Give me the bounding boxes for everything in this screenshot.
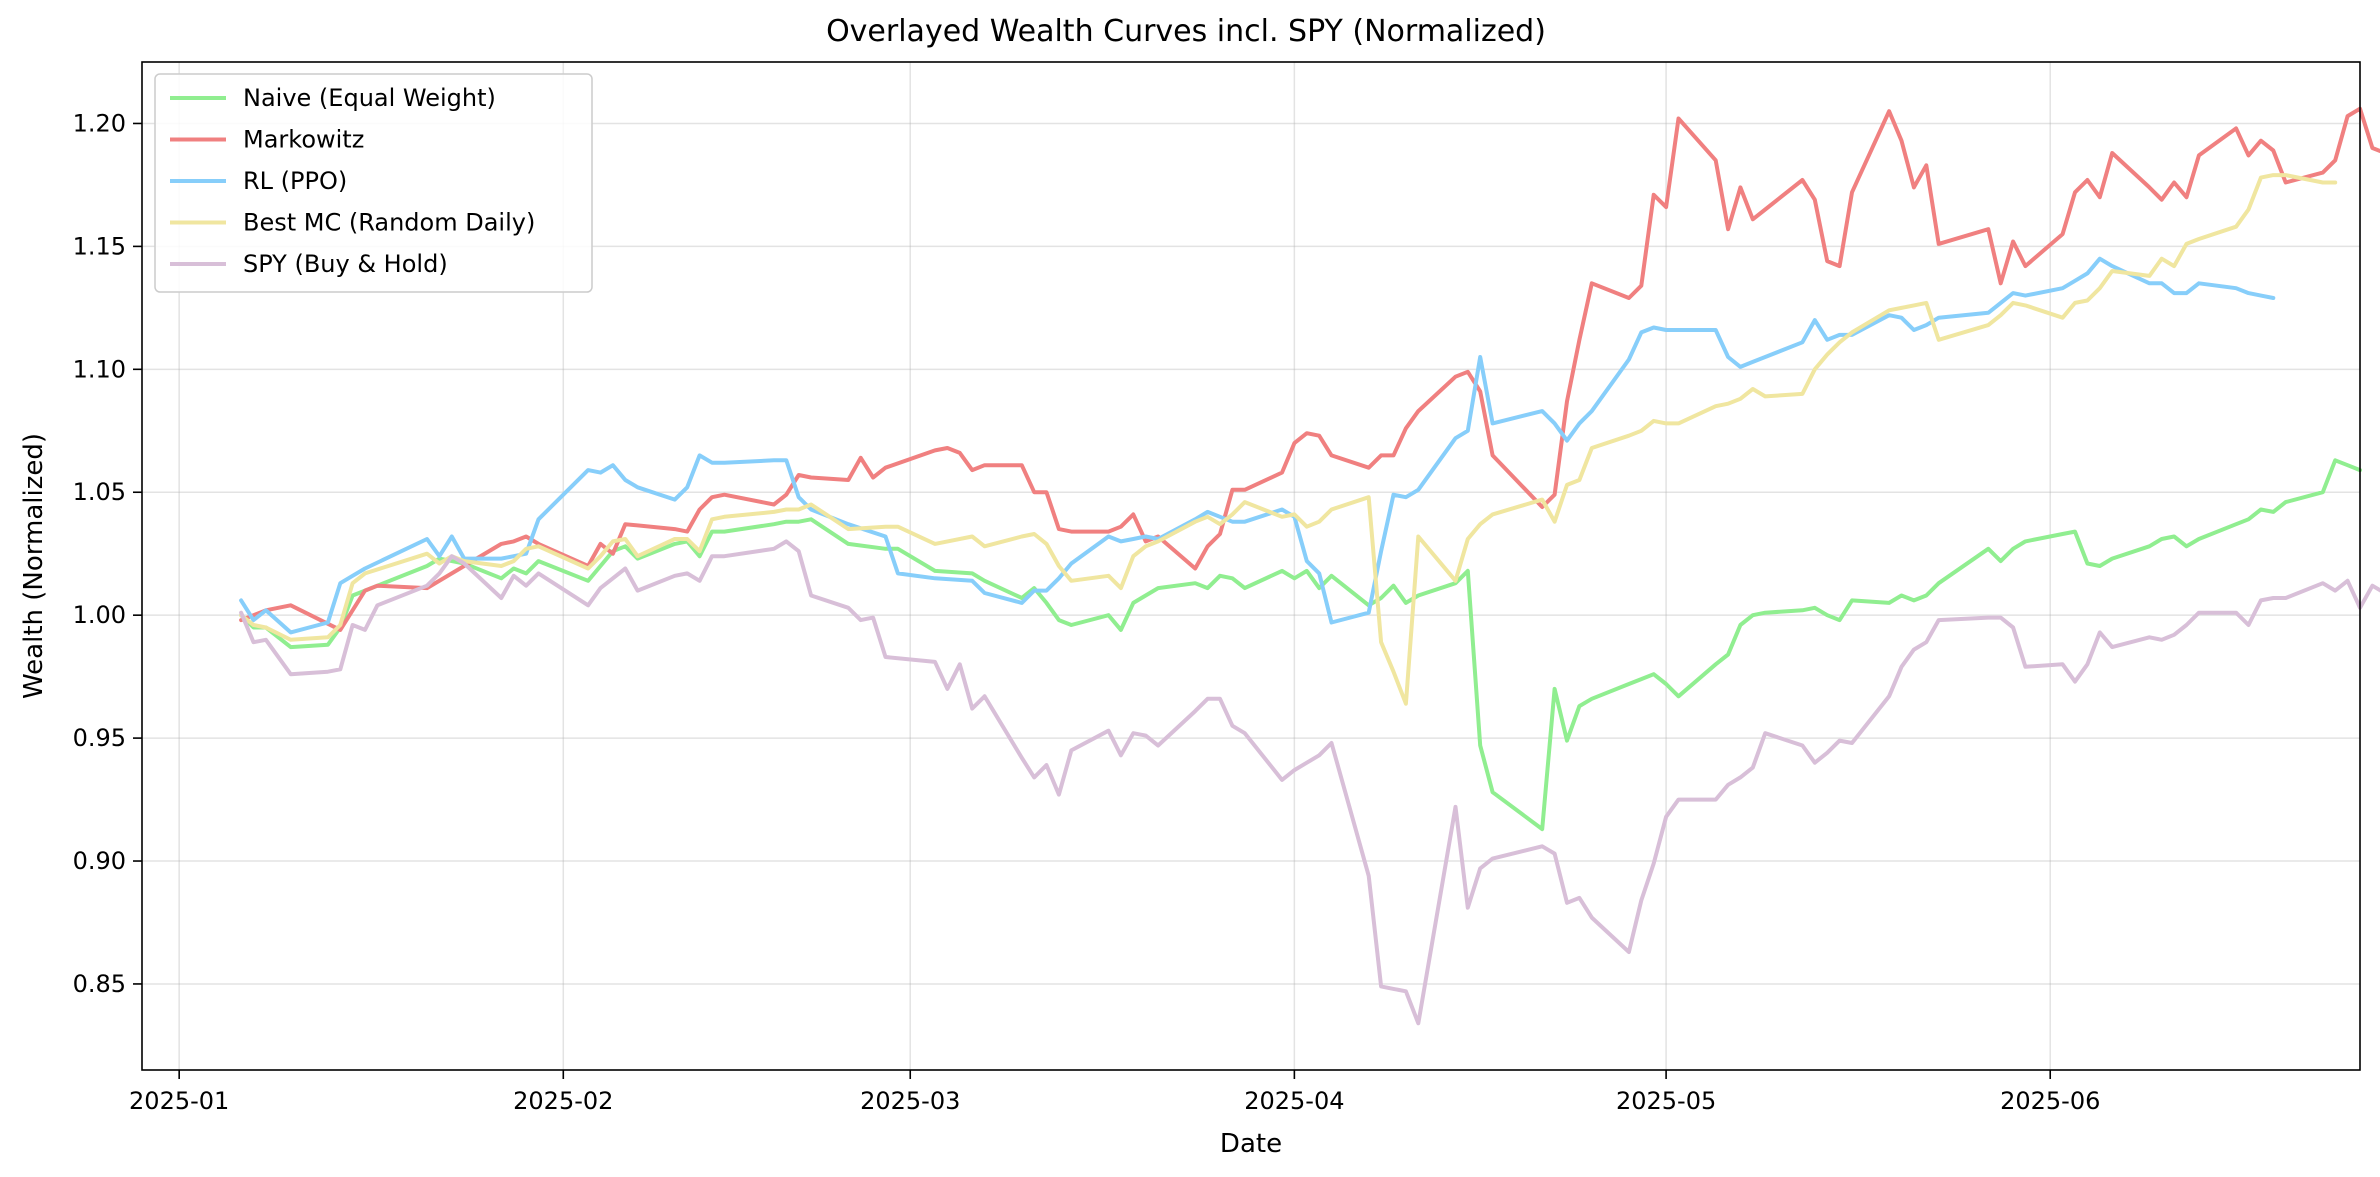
y-tick-label: 1.10 [73,355,126,383]
y-tick-label: 1.00 [73,601,126,629]
chart-title: Overlayed Wealth Curves incl. SPY (Norma… [826,14,1546,49]
axis-ticks: 2025-01 2025-02 2025-03 2025-04 2025-05 2025-… [73,109,2101,1115]
legend-label-spy-buy-hold: SPY (Buy & Hold) [243,250,448,278]
x-tick-label: 2025-06 [2000,1087,2100,1115]
y-tick-label: 0.95 [73,724,126,752]
x-axis-label: Date [1220,1129,1282,1159]
y-tick-label: 1.20 [73,109,126,137]
y-tick-label: 0.90 [73,847,126,875]
series-line-spy-buy-hold [239,539,2380,1026]
x-tick-label: 2025-04 [1244,1087,1344,1115]
grid [142,62,2360,1070]
y-tick-label: 1.15 [73,232,126,260]
series-line-markowitz [239,106,2380,632]
x-tick-label: 2025-01 [129,1087,229,1115]
legend: Naive (Equal Weight) Markowitz RL (PPO) Bes… [154,73,593,293]
series-line-rl-ppo [239,256,2276,635]
x-tick-label: 2025-03 [860,1087,960,1115]
x-tick-label: 2025-02 [513,1087,613,1115]
legend-label-naive-equal-weight: Naive (Equal Weight) [243,84,496,112]
legend-box [154,73,593,293]
plot-area-frame [141,61,2361,1071]
legend-label-markowitz: Markowitz [243,126,364,154]
y-tick-label: 1.05 [73,478,126,506]
x-tick-label: 2025-05 [1616,1087,1716,1115]
legend-label-rl-ppo: RL (PPO) [243,167,347,195]
legend-label-best-mc-random-daily: Best MC (Random Daily) [243,209,535,237]
y-tick-label: 0.85 [73,970,126,998]
y-axis-label: Wealth (Normalized) [19,433,49,699]
series-line-best-mc-random-daily [239,173,2338,706]
series-lines [239,106,2380,1026]
